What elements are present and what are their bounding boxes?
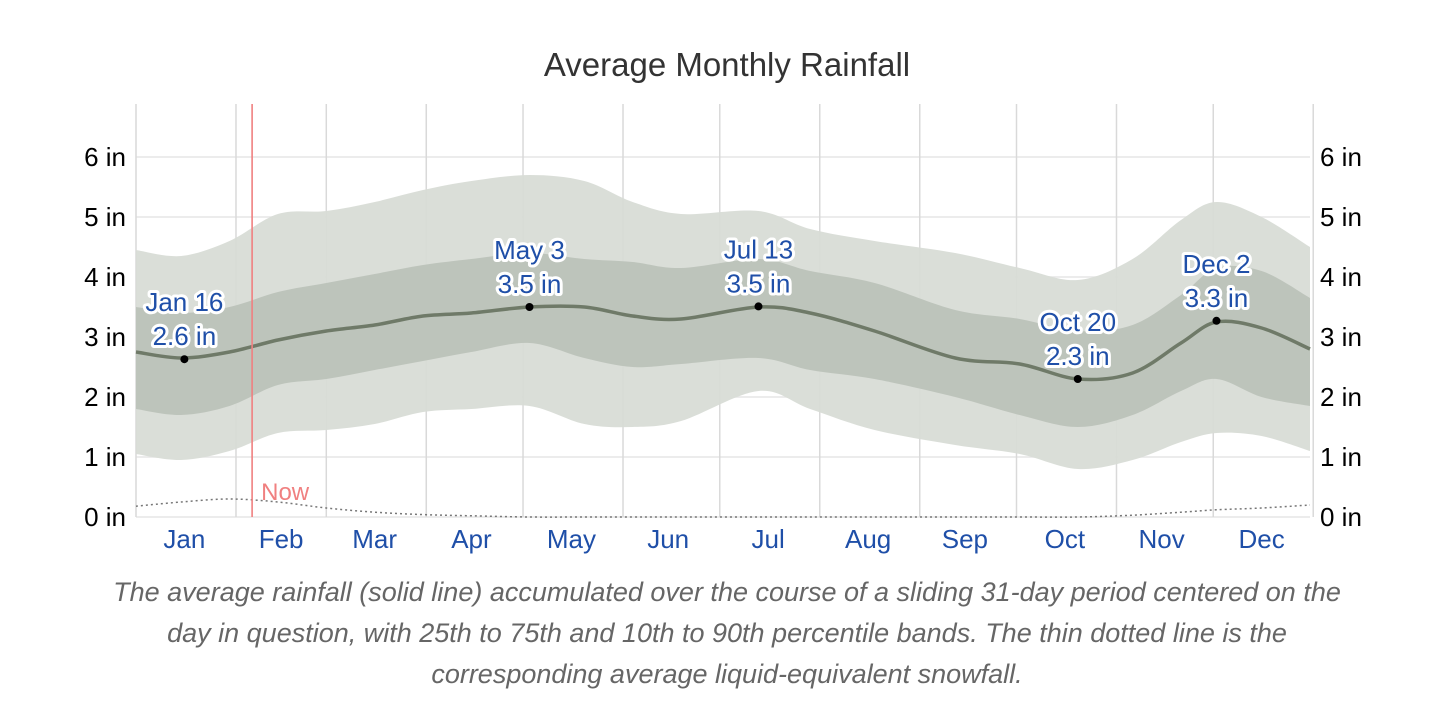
average-rainfall-line [135, 304, 1311, 382]
annotation-value: 2.3 in [1046, 341, 1110, 371]
y-tick-label-left: 1 in [84, 442, 126, 472]
annotation-date: Jul 13 [724, 234, 793, 264]
band-25-75-percentile [136, 253, 1310, 427]
annotation-point [525, 303, 534, 311]
annotation-point [180, 355, 189, 364]
month-label: Nov [1139, 524, 1185, 554]
snowfall-dotted-line [135, 498, 1311, 518]
y-tick-label-left: 4 in [84, 262, 126, 292]
month-label: Jun [647, 524, 689, 554]
y-tick-label-left: 6 in [84, 142, 126, 172]
axis-labels: 0 in 0 in 1 in 1 in 2 in 2 in 3 in 3 in 4 in 4 in… [84, 142, 1362, 554]
average-line-layer [135, 104, 1311, 518]
annotation-point [1212, 316, 1221, 325]
annotation-value: 3.3 in [1185, 283, 1249, 313]
y-tick-label-left: 0 in [84, 502, 126, 532]
month-label: Jul [752, 524, 785, 554]
y-tick-label-right: 3 in [1320, 322, 1362, 352]
chart-caption: The average rainfall (solid line) accumu… [113, 577, 1341, 689]
annotation-value: 3.5 in [727, 268, 791, 298]
y-tick-label-right: 5 in [1320, 202, 1362, 232]
annotation-date: May 3 [494, 235, 565, 265]
y-tick-label-right: 1 in [1320, 442, 1362, 472]
y-tick-label-right: 6 in [1320, 142, 1362, 172]
month-label: Mar [352, 524, 397, 554]
annotation-point [1073, 375, 1082, 383]
month-label: Sep [942, 524, 988, 554]
percentile-bands [136, 175, 1310, 470]
annotation-value: 3.5 in [498, 269, 562, 299]
rainfall-chart: 0 in 0 in 1 in 1 in 2 in 2 in 3 in 3 in 4 in 4 in… [84, 104, 1362, 554]
month-label: Feb [259, 524, 304, 554]
annotation-point [754, 302, 763, 311]
month-label: May [547, 524, 596, 554]
month-label: Oct [1045, 524, 1086, 554]
now-label: Now [261, 479, 310, 506]
annotation-date: Jan 16 [145, 287, 223, 317]
month-label: Dec [1238, 524, 1284, 554]
y-tick-label-right: 2 in [1320, 382, 1362, 412]
chart-title: Average Monthly Rainfall [543, 46, 911, 83]
y-tick-label-right: 0 in [1320, 502, 1362, 532]
annotation-value: 2.6 in [153, 321, 217, 351]
month-label: Apr [451, 524, 492, 554]
annotations: Now Jan 16 2.6 in May 3 3.5 in Jul 13 3.5 in Oc… [142, 231, 1253, 506]
annotation-date: Dec 2 [1183, 249, 1251, 279]
annotation-date: Oct 20 [1039, 307, 1116, 337]
month-label: Jan [163, 524, 205, 554]
y-tick-label-left: 5 in [84, 202, 126, 232]
y-tick-label-left: 2 in [84, 382, 126, 412]
y-tick-label-right: 4 in [1320, 262, 1362, 292]
month-label: Aug [845, 524, 891, 554]
y-tick-label-left: 3 in [84, 322, 126, 352]
